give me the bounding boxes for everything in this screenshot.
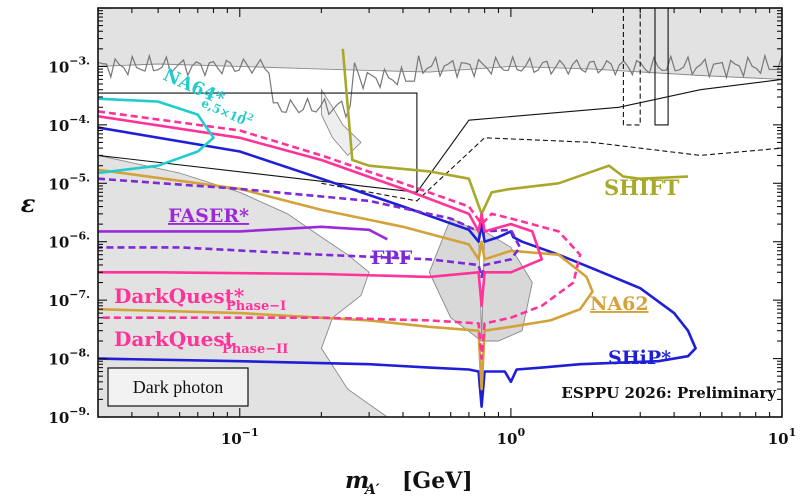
y-tick-labels: 10−9. 10−8. 10−7. 10−6. 10−5. 10−4. 10−3.	[48, 54, 90, 427]
reference-bound-3	[321, 137, 782, 202]
y-tick-label: 10−5.	[48, 171, 90, 193]
reference-bound-4	[622, 8, 641, 126]
plot-frame	[97, 7, 783, 418]
y-tick-label: 10−9.	[48, 405, 90, 427]
series-2	[341, 48, 689, 216]
svg-text:DarkQuest: DarkQuest	[114, 327, 235, 351]
excluded-resonance	[428, 217, 533, 342]
label-faser: FASER*	[168, 205, 249, 227]
x-tick-label: 100	[497, 426, 526, 448]
svg-text:DarkQuest*: DarkQuest*	[114, 284, 245, 308]
y-tick-label: 10−6.	[48, 230, 90, 252]
x-tick-label: 101	[768, 426, 797, 448]
x-axis-label: m A′ [GeV]	[345, 467, 473, 498]
label-fpf: FPF	[371, 247, 413, 269]
excluded-regions	[98, 8, 782, 417]
legend-dark-photon: Dark photon	[107, 367, 249, 407]
reference-bound-1	[98, 92, 418, 193]
label-shift: SHIFT	[604, 175, 680, 200]
svg-text:A′: A′	[363, 482, 380, 498]
series-4	[98, 225, 388, 241]
label-darkquest-phase2: DarkQuest Phase−II	[114, 327, 288, 357]
svg-text:12: 12	[239, 110, 255, 124]
label-ship: SHiP*	[608, 347, 671, 369]
excluded-top	[98, 8, 782, 80]
series-6	[98, 110, 582, 360]
series-1	[98, 168, 594, 391]
svg-text:Phase−I: Phase−I	[226, 299, 286, 314]
y-tick-label: 10−7.	[48, 288, 90, 310]
svg-text:[GeV]: [GeV]	[402, 468, 473, 494]
y-tick-label: 10−3.	[48, 54, 90, 76]
series-layer	[98, 48, 697, 408]
reference-bound-5	[654, 8, 669, 126]
excluded-mid	[320, 88, 362, 157]
series-5	[98, 115, 544, 308]
series-7	[98, 97, 215, 175]
y-tick-label: 10−8.	[48, 347, 90, 369]
reference-bounds	[98, 8, 782, 202]
axis-ticks	[97, 7, 783, 418]
y-tick-label: 10−4.	[48, 113, 90, 135]
svg-text:m: m	[345, 467, 369, 494]
svg-text:Dark photon: Dark photon	[133, 377, 223, 397]
y-axis-label: ε	[21, 189, 36, 218]
series-0	[98, 126, 697, 408]
series-3	[98, 177, 522, 279]
plot-area	[98, 8, 782, 417]
reference-bound-2	[416, 78, 782, 193]
svg-text:Phase−II: Phase−II	[222, 342, 288, 357]
label-na64: NA64* e,5×10 12	[160, 64, 255, 128]
preliminary-annotation: ESPPU 2026: Preliminary	[561, 384, 777, 402]
excluded-bottom	[98, 154, 389, 417]
x-tick-label: 10−1	[221, 426, 259, 448]
svg-text:e,5×10: e,5×10	[199, 96, 248, 128]
label-darkquest-phase1: DarkQuest* Phase−I	[114, 284, 286, 314]
label-na62: NA62	[590, 293, 649, 315]
x-tick-labels: 10−1 100 101	[221, 426, 796, 448]
